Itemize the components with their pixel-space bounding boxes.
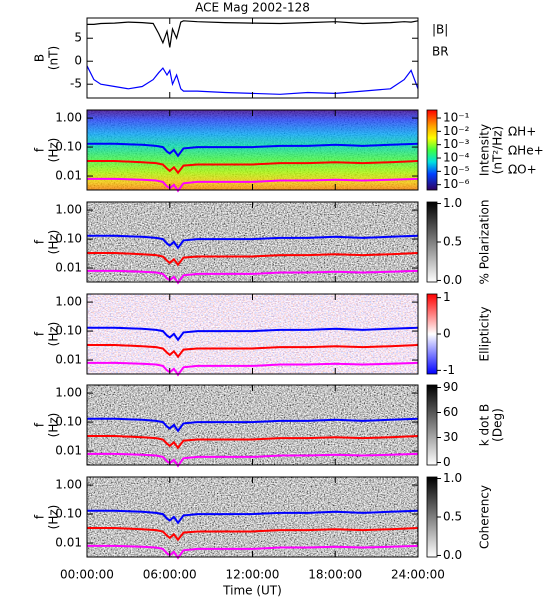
colorbar-tick-label: -1 xyxy=(443,363,455,377)
y-tick-label: 5 xyxy=(74,31,82,45)
y-tick-label: 0.01 xyxy=(55,444,82,458)
x-tick-label: 00:00:00 xyxy=(60,568,114,582)
colorbar-tick-label: 90 xyxy=(443,380,458,394)
colorbar-tick-label: 0.0 xyxy=(443,273,462,287)
y-tick-label: 1.00 xyxy=(55,386,82,400)
colorbar-tick-label: 30 xyxy=(443,430,458,444)
x-tick-label: 24:00:00 xyxy=(391,568,445,582)
y-axis-label: (Hz) xyxy=(47,230,61,255)
spectrogram-background xyxy=(87,202,418,282)
colorbar-tick-label: 10⁻⁴ xyxy=(443,151,470,165)
colorbar xyxy=(426,384,438,466)
series-line xyxy=(87,417,419,433)
y-axis-label: (Hz) xyxy=(47,138,61,163)
legend-label: ΩHe+ xyxy=(508,144,544,158)
legend-label: ΩO+ xyxy=(508,163,537,177)
spectrogram-background xyxy=(87,477,418,557)
series-line xyxy=(87,344,419,359)
series-line xyxy=(87,20,419,48)
legend-label: BR xyxy=(432,45,449,59)
colorbar-tick-label: 1.0 xyxy=(443,471,462,485)
series-line xyxy=(87,509,419,525)
y-tick-label: 1.00 xyxy=(55,478,82,492)
y-axis-label: f xyxy=(33,422,47,427)
series-line xyxy=(87,269,419,285)
legend-label: ΩH+ xyxy=(508,125,536,139)
series-line xyxy=(87,234,419,250)
colorbar-label: % Polarization xyxy=(478,200,492,285)
colorbar-tick-label: 60 xyxy=(443,405,458,419)
colorbar-tick-label: 10⁻³ xyxy=(443,137,470,151)
y-tick-label: 0.10 xyxy=(55,232,82,246)
y-axis-label: (Hz) xyxy=(47,322,61,347)
colorbar-tick-label: 0 xyxy=(443,455,451,469)
y-tick-label: 0.10 xyxy=(55,324,82,338)
x-axis-label: Time (UT) xyxy=(222,584,282,598)
series-line xyxy=(86,65,419,95)
y-axis-label: f xyxy=(33,514,47,519)
y-tick-label: 1.00 xyxy=(55,295,82,309)
series-line xyxy=(87,177,419,193)
y-axis-label: (Hz) xyxy=(47,413,61,438)
y-tick-label: 0.10 xyxy=(55,507,82,521)
colorbar-tick-label: 0.5 xyxy=(443,510,462,524)
colorbar-label: k dot B xyxy=(478,404,492,446)
y-axis-label: f xyxy=(33,147,47,152)
series-line xyxy=(87,160,419,175)
spectrogram-background xyxy=(87,294,418,374)
y-tick-label: 0 xyxy=(74,54,82,68)
series-line xyxy=(87,252,419,267)
x-tick-label: 06:00:00 xyxy=(143,568,197,582)
x-tick-label: 12:00:00 xyxy=(226,568,280,582)
spectrogram-texture xyxy=(87,110,418,190)
y-axis-label: f xyxy=(33,239,47,244)
series-line xyxy=(87,527,419,542)
y-axis-label: (Hz) xyxy=(47,505,61,530)
plot-frame xyxy=(86,17,419,99)
colorbar xyxy=(426,201,438,283)
colorbar-label: (Deg) xyxy=(491,408,505,442)
y-tick-label: 0.01 xyxy=(55,169,82,183)
series-line xyxy=(87,435,419,450)
y-axis-label: (nT) xyxy=(47,46,61,70)
colorbar-label: Coherency xyxy=(478,485,492,549)
colorbar-label: (nT²/Hz) xyxy=(491,126,505,174)
series-line xyxy=(87,326,419,342)
y-tick-label: -5 xyxy=(70,77,82,91)
colorbar-tick-label: 0.5 xyxy=(443,235,462,249)
y-tick-label: 1.00 xyxy=(55,111,82,125)
y-tick-label: 1.00 xyxy=(55,203,82,217)
colorbar xyxy=(426,476,438,558)
colorbar-tick-label: 0.0 xyxy=(443,548,462,562)
colorbar-tick-label: 10⁻² xyxy=(443,124,470,138)
y-tick-label: 0.10 xyxy=(55,140,82,154)
y-tick-label: 0.10 xyxy=(55,415,82,429)
y-tick-label: 0.01 xyxy=(55,261,82,275)
y-tick-label: 0.01 xyxy=(55,536,82,550)
colorbar xyxy=(426,109,438,191)
colorbar-tick-label: 1 xyxy=(443,290,451,304)
y-axis-label: f xyxy=(33,331,47,336)
legend-label: |B| xyxy=(432,23,448,37)
x-tick-label: 18:00:00 xyxy=(308,568,362,582)
y-axis-label: B xyxy=(33,54,47,62)
chart-title: ACE Mag 2002-128 xyxy=(195,1,310,15)
colorbar-label: Ellipticity xyxy=(478,307,492,362)
colorbar-tick-label: 10⁻¹ xyxy=(443,111,470,125)
colorbar-tick-label: 1.0 xyxy=(443,196,462,210)
series-line xyxy=(87,452,419,468)
series-line xyxy=(87,361,419,377)
y-tick-label: 0.01 xyxy=(55,353,82,367)
series-line xyxy=(87,544,419,560)
spectrogram-background xyxy=(87,385,418,465)
series-line xyxy=(87,142,419,158)
colorbar xyxy=(426,293,438,375)
colorbar-tick-label: 10⁻⁵ xyxy=(443,164,470,178)
colorbar-tick-label: 10⁻⁶ xyxy=(443,177,470,191)
colorbar-tick-label: 0 xyxy=(443,327,451,341)
colorbar-label: Intensity xyxy=(478,124,492,176)
